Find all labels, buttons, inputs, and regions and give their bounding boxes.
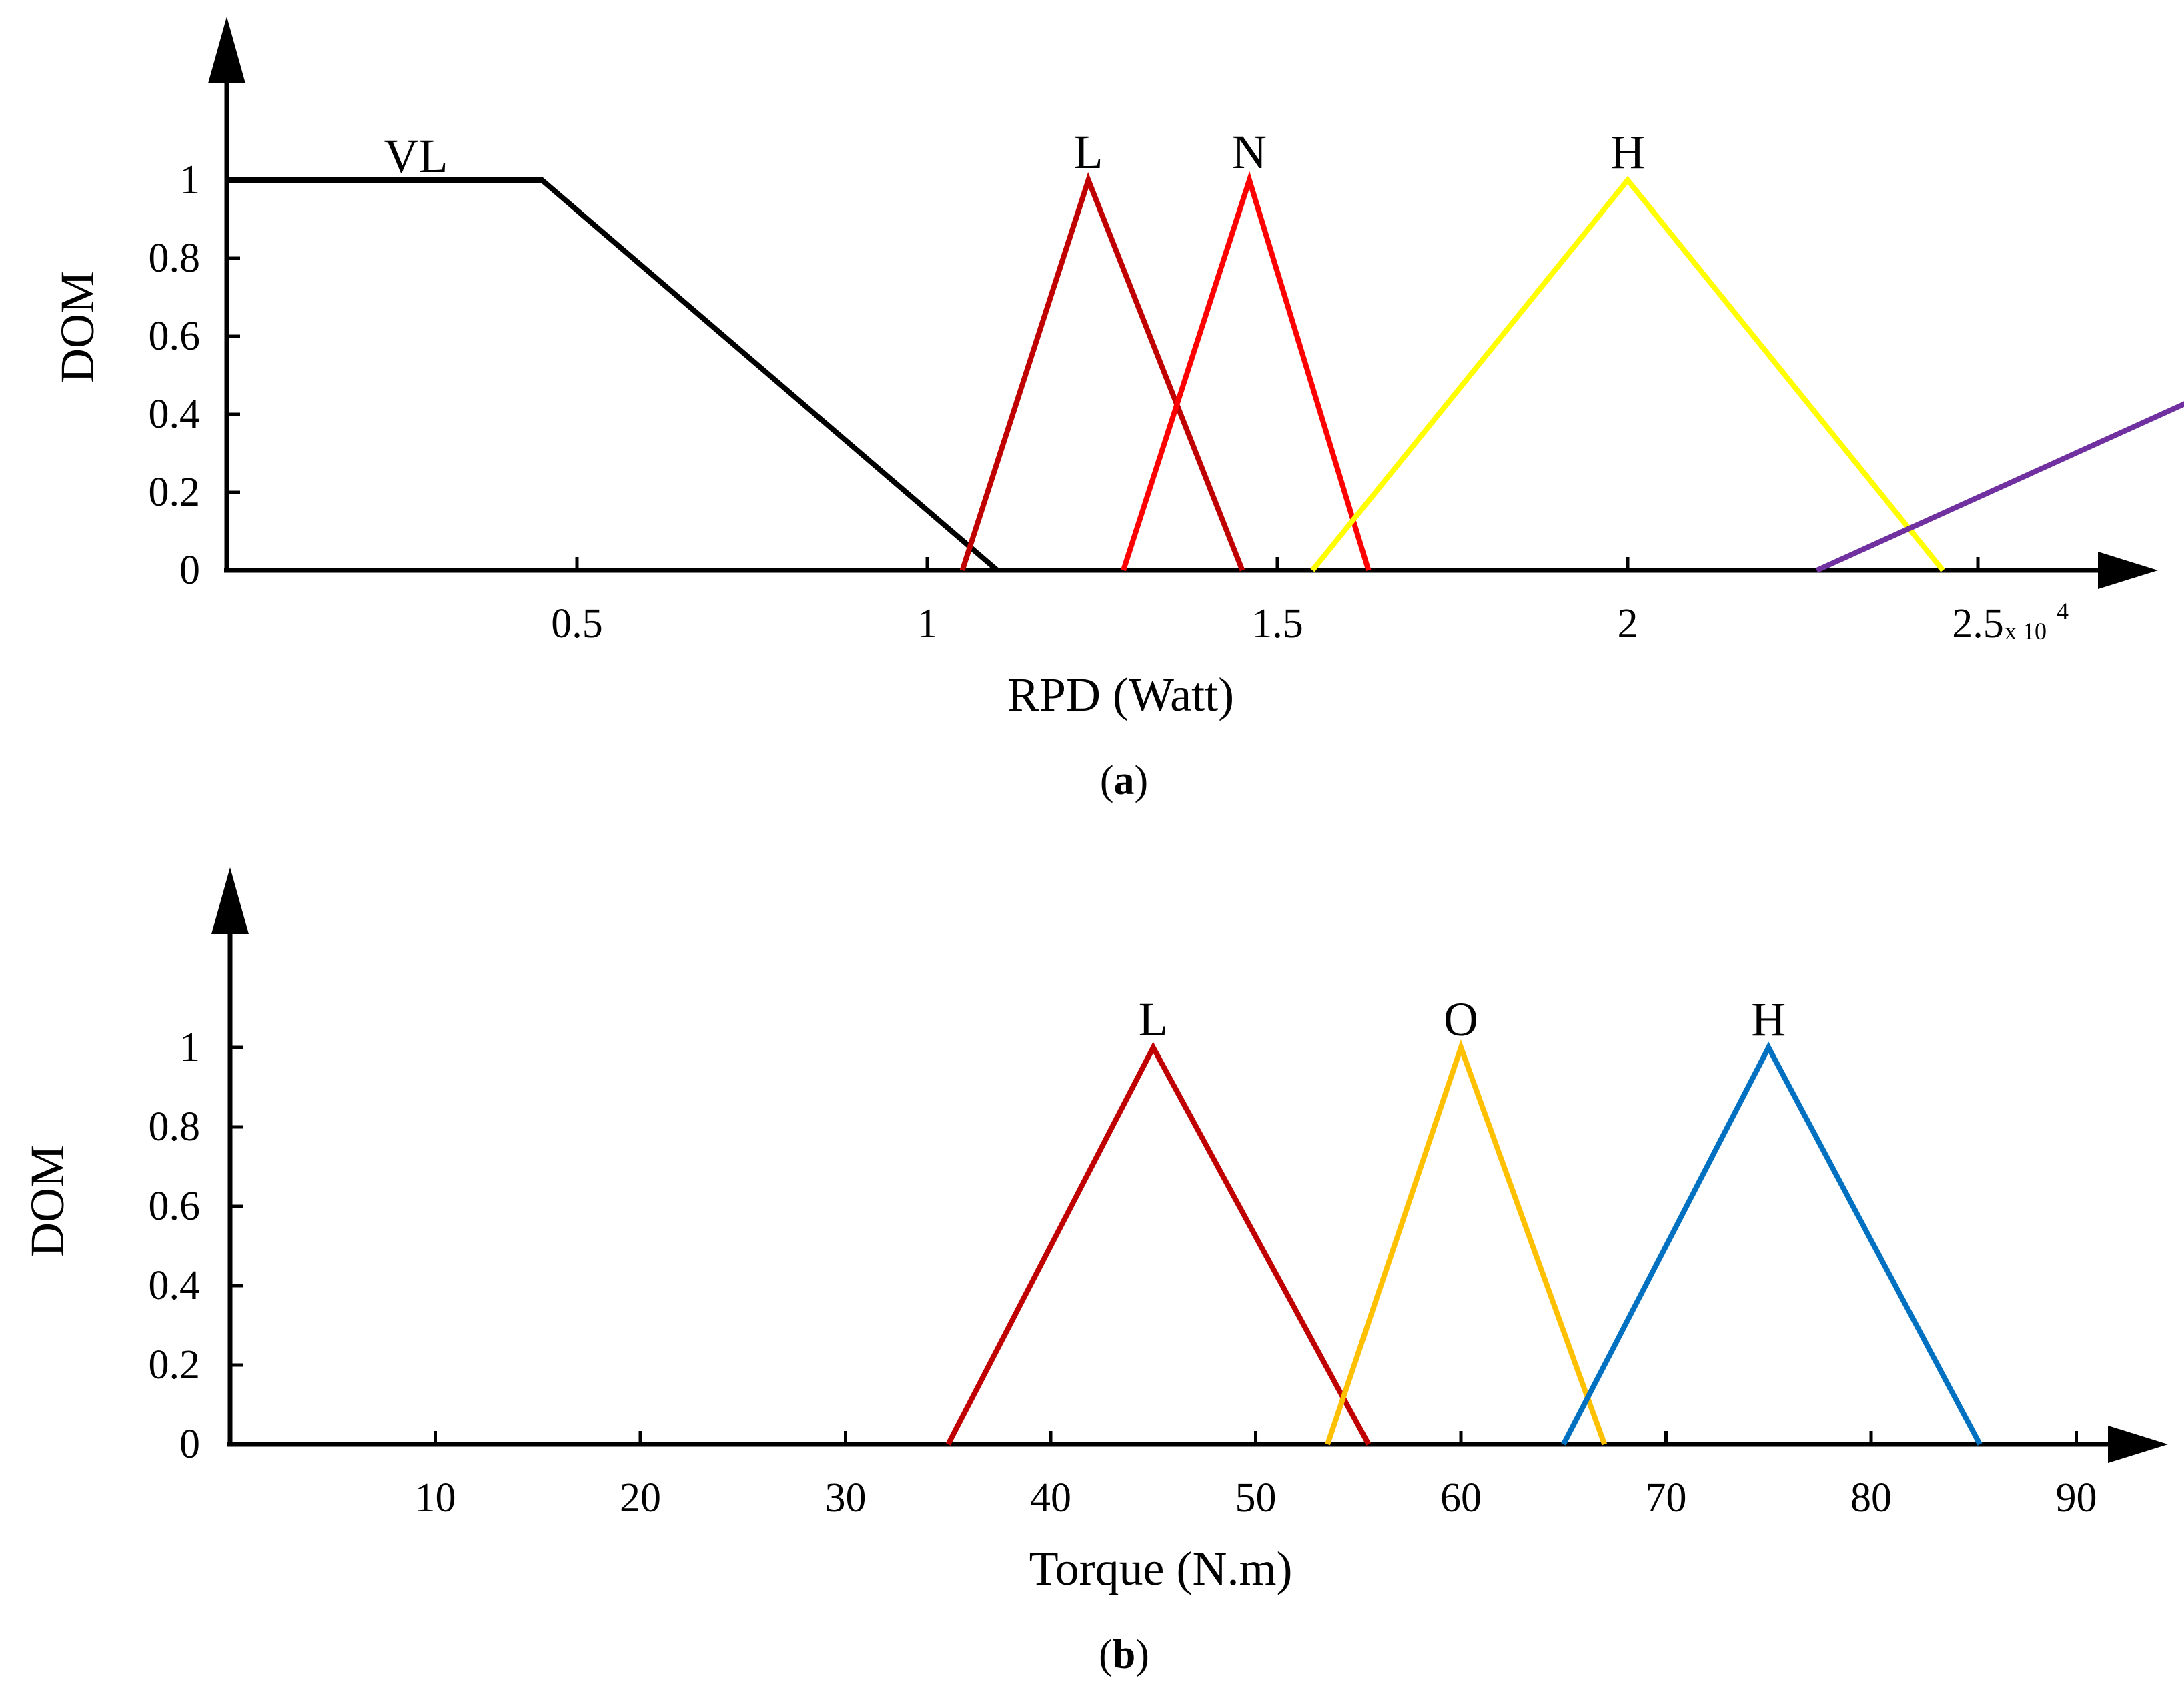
x-tick-label: 2 [1618, 601, 1638, 647]
x-multiplier: x 10 [2005, 618, 2047, 645]
x-tick-label: 1 [917, 601, 938, 647]
y-axis-arrow [211, 867, 249, 934]
x-multiplier-exponent: 4 [2057, 598, 2069, 624]
y-tick-label: 0.6 [149, 1184, 201, 1229]
x-axis-arrow [2108, 1426, 2168, 1463]
y-tick-label: 0.6 [149, 314, 201, 359]
y-tick-label: 0.2 [149, 470, 201, 515]
series-label-h: H [1751, 993, 1786, 1046]
y-tick-label: 0.4 [149, 392, 201, 437]
series-line-vl [227, 177, 999, 573]
series-line-vh [1815, 401, 2184, 573]
x-tick-label: 60 [1440, 1475, 1482, 1521]
y-tick-label: 0.8 [149, 236, 201, 281]
series-line-h [1561, 1041, 1983, 1446]
x-tick-label: 90 [2056, 1475, 2097, 1521]
caption-close: ) [1135, 1632, 1149, 1677]
x-tick-label: 30 [825, 1475, 867, 1521]
x-axis-label: RPD (Watt) [1007, 668, 1234, 721]
y-tick-label: 1 [179, 1025, 200, 1070]
series-line-l [945, 1041, 1372, 1446]
chart-panel-b: 10 20 30 40 50 60 70 80 90 0 0.2 0.4 0.6 0.8 1 L O H Torqu… [21, 867, 2168, 1677]
x-tick-label: 70 [1646, 1475, 1687, 1521]
y-tick-label: 1 [179, 157, 200, 203]
caption-open: ( [1099, 1632, 1113, 1677]
series-label-n: N [1232, 125, 1267, 179]
series-label-l: L [1074, 125, 1103, 179]
x-tick-label: 2.5 [1952, 601, 2004, 647]
series-line-l [959, 172, 1245, 572]
series-label-o: O [1444, 993, 1478, 1046]
series-line-o [1325, 1039, 1608, 1446]
caption-letter: a [1114, 758, 1135, 803]
y-tick-label: 0 [179, 1422, 200, 1467]
x-tick-label: 1.5 [1251, 601, 1303, 647]
y-tick-label: 0 [179, 548, 200, 593]
series-label-vl: VL [384, 129, 448, 183]
y-tick-label: 0.8 [149, 1104, 201, 1150]
series-line-h [1310, 175, 1945, 572]
x-tick-label: 0.5 [551, 601, 603, 647]
y-axis-label: DOM [21, 1145, 74, 1257]
x-axis-label: Torque (N.m) [1029, 1542, 1293, 1595]
series-label-h: H [1610, 125, 1645, 179]
caption-close: ) [1135, 758, 1149, 803]
x-tick-label: 10 [415, 1475, 456, 1521]
x-tick-label: 20 [620, 1475, 661, 1521]
x-tick-label: 40 [1030, 1475, 1071, 1521]
caption-open: ( [1100, 758, 1114, 803]
panel-caption: (b) [1099, 1632, 1149, 1677]
chart-panel-a: 0.511.522.533.544.5500.20.40.60.81VLLNHV… [51, 17, 2184, 803]
series-line-n [1121, 171, 1372, 572]
x-axis-arrow [2098, 552, 2158, 589]
x-tick-label: 80 [1850, 1475, 1892, 1521]
x-tick-label: 50 [1235, 1475, 1277, 1521]
panel-caption: (a) [1100, 758, 1148, 803]
y-tick-label: 0.2 [149, 1342, 201, 1388]
caption-letter: b [1113, 1632, 1135, 1677]
y-tick-label: 0.4 [149, 1263, 201, 1308]
series-label-l: L [1139, 993, 1168, 1046]
y-axis-label: DOM [51, 271, 104, 383]
y-axis-arrow [208, 17, 245, 83]
